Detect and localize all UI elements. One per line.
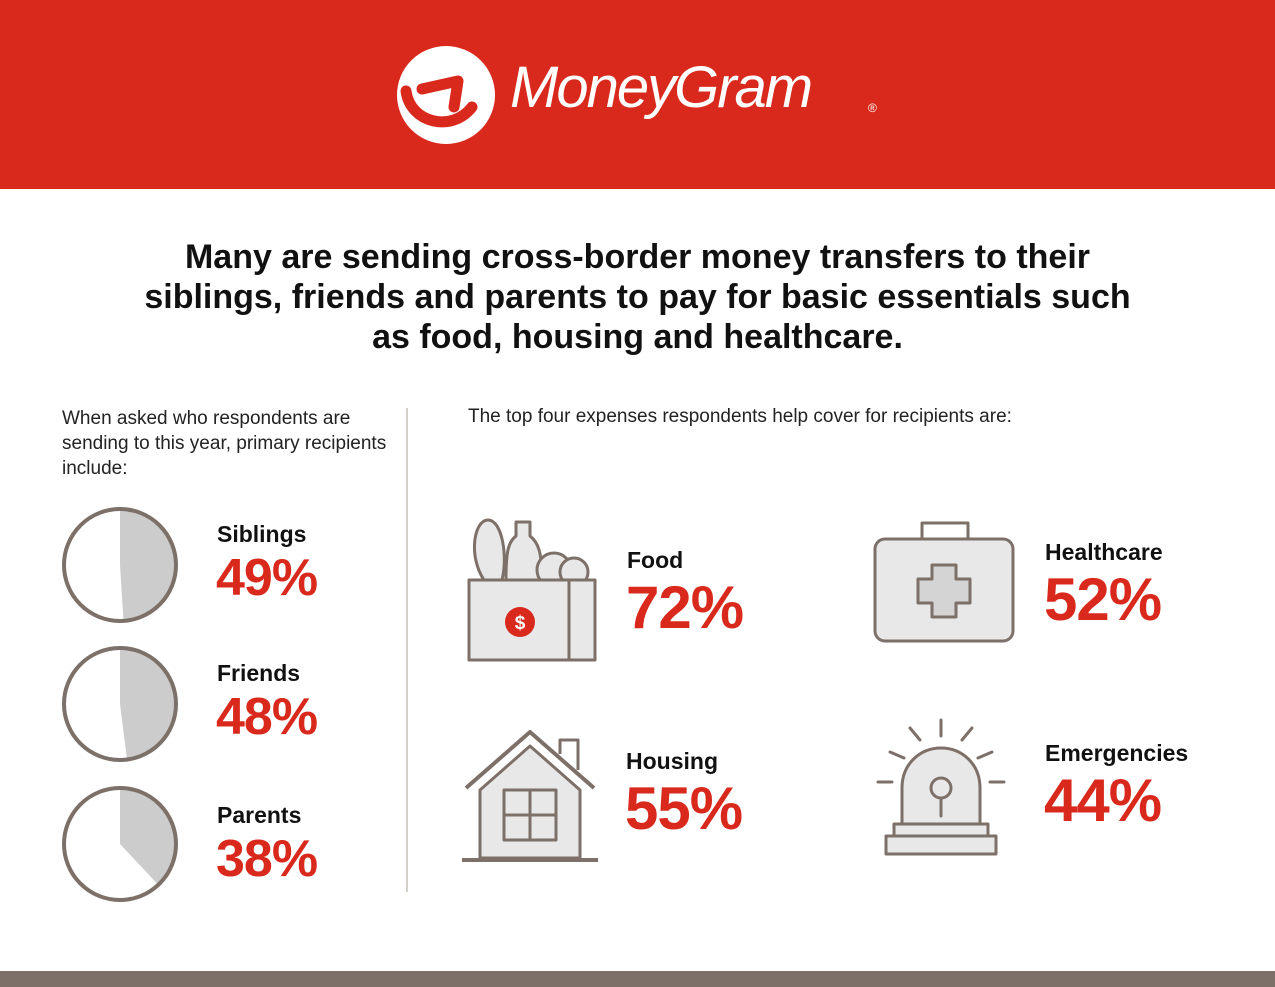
food-label: Food [627, 547, 684, 573]
friends-label: Friends [217, 660, 301, 686]
parents-percent: 38% [216, 830, 318, 888]
registered-mark: ® [868, 101, 877, 115]
siblings-pie-slice [120, 509, 177, 621]
grocery-bag-icon: $ [467, 518, 597, 662]
headline: Many are sending cross-border money tran… [144, 238, 1131, 356]
column-divider [406, 408, 408, 892]
emergencies-percent: 44% [1044, 767, 1162, 834]
housing-percent: 55% [625, 775, 743, 842]
friends-pie [62, 646, 178, 762]
header-banner: MoneyGram ® [0, 0, 1275, 189]
alarm-siren-icon [876, 718, 1006, 856]
siblings-pie [62, 507, 178, 623]
food-percent: 72% [626, 574, 744, 641]
parents-label: Parents [217, 802, 302, 828]
moneygram-logo-icon [397, 46, 495, 144]
expenses-intro: The top four expenses respondents help c… [468, 406, 1012, 427]
brand-name: MoneyGram [510, 55, 813, 120]
emergencies-label: Emergencies [1045, 740, 1189, 766]
dollar-symbol: $ [515, 613, 526, 634]
friends-percent: 48% [216, 688, 318, 746]
first-aid-kit-icon [873, 521, 1015, 643]
siblings-label: Siblings [217, 521, 307, 547]
parents-pie-slice [120, 788, 176, 885]
housing-label: Housing [626, 748, 718, 774]
healthcare-label: Healthcare [1045, 539, 1163, 565]
footer-bar [0, 971, 1275, 987]
recipients-intro: When asked who respondents are sending t… [62, 408, 387, 479]
healthcare-percent: 52% [1044, 566, 1162, 633]
friends-pie-slice [120, 648, 177, 760]
parents-pie [62, 786, 178, 902]
siblings-percent: 49% [216, 549, 318, 607]
house-icon [462, 730, 598, 862]
